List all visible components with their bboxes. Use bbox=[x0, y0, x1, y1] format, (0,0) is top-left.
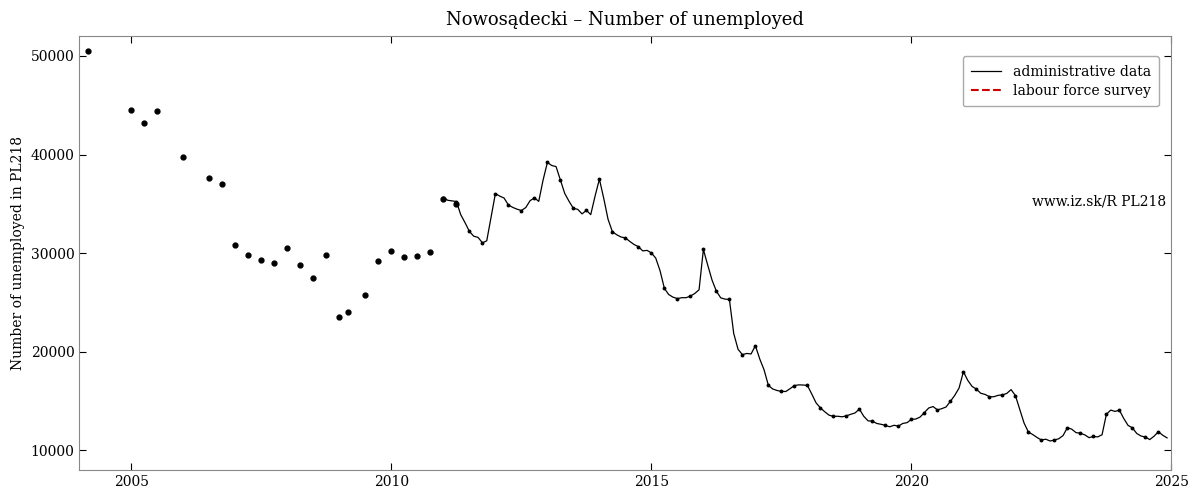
administrative data bbox=[865, 418, 880, 424]
Legend: administrative data, labour force survey: administrative data, labour force survey bbox=[962, 56, 1159, 106]
administrative data bbox=[540, 160, 554, 166]
administrative data bbox=[436, 194, 450, 200]
administrative data bbox=[852, 406, 866, 412]
administrative data bbox=[648, 255, 662, 261]
administrative data bbox=[1016, 420, 1031, 426]
administrative data bbox=[688, 290, 702, 296]
administrative data bbox=[1043, 438, 1057, 444]
Line: administrative data: administrative data bbox=[443, 162, 1168, 441]
administrative data bbox=[570, 206, 584, 212]
Title: Nowosądecki – Number of unemployed: Nowosądecki – Number of unemployed bbox=[446, 11, 804, 29]
Y-axis label: Number of unemployed in PL218: Number of unemployed in PL218 bbox=[11, 136, 25, 370]
Text: www.iz.sk/R PL218: www.iz.sk/R PL218 bbox=[1032, 194, 1166, 208]
administrative data bbox=[1160, 435, 1175, 441]
